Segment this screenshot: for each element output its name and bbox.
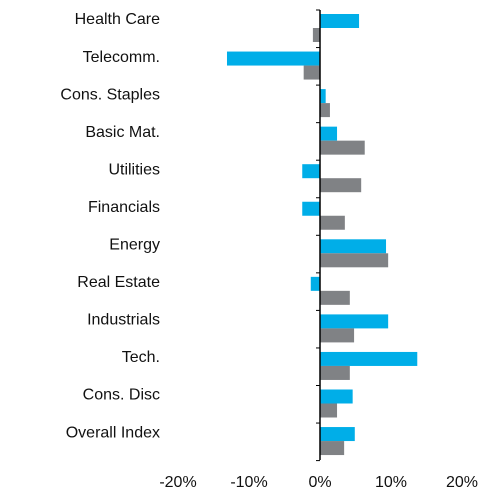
category-label: Energy bbox=[109, 237, 160, 254]
bar bbox=[226, 51, 320, 66]
bar bbox=[303, 65, 320, 80]
bar bbox=[320, 253, 389, 268]
bar bbox=[320, 389, 353, 404]
bar bbox=[320, 365, 350, 380]
x-tick-label: 20% bbox=[446, 474, 478, 491]
bar bbox=[320, 441, 345, 456]
bar bbox=[320, 239, 387, 254]
x-tick-label: -10% bbox=[230, 474, 267, 491]
category-label: Health Care bbox=[75, 11, 160, 28]
bar bbox=[320, 290, 350, 305]
bar bbox=[320, 427, 355, 442]
category-label: Basic Mat. bbox=[85, 124, 160, 141]
category-label: Telecomm. bbox=[83, 49, 160, 66]
bar bbox=[320, 89, 326, 104]
bar bbox=[320, 215, 345, 230]
category-label: Overall Index bbox=[66, 424, 160, 441]
bar bbox=[302, 164, 320, 179]
category-label: Real Estate bbox=[77, 274, 160, 291]
bar bbox=[320, 14, 360, 28]
category-label: Tech. bbox=[122, 349, 160, 366]
bar bbox=[320, 351, 418, 366]
category-label: Financials bbox=[88, 199, 160, 216]
x-tick-label: 10% bbox=[375, 474, 407, 491]
category-label: Cons. Staples bbox=[60, 86, 160, 103]
bar bbox=[320, 103, 330, 118]
bar bbox=[320, 328, 355, 343]
bar bbox=[310, 276, 320, 291]
bar bbox=[320, 140, 365, 155]
bar bbox=[302, 201, 320, 216]
bar bbox=[320, 314, 389, 329]
category-label: Utilities bbox=[108, 161, 160, 178]
bar bbox=[320, 403, 338, 418]
bar bbox=[320, 178, 362, 193]
x-tick-label: 0% bbox=[308, 474, 331, 491]
bar bbox=[312, 28, 320, 42]
category-label: Industrials bbox=[87, 312, 160, 329]
bar bbox=[320, 126, 338, 141]
category-label: Cons. Disc bbox=[83, 387, 160, 404]
x-tick-label: -20% bbox=[159, 474, 196, 491]
